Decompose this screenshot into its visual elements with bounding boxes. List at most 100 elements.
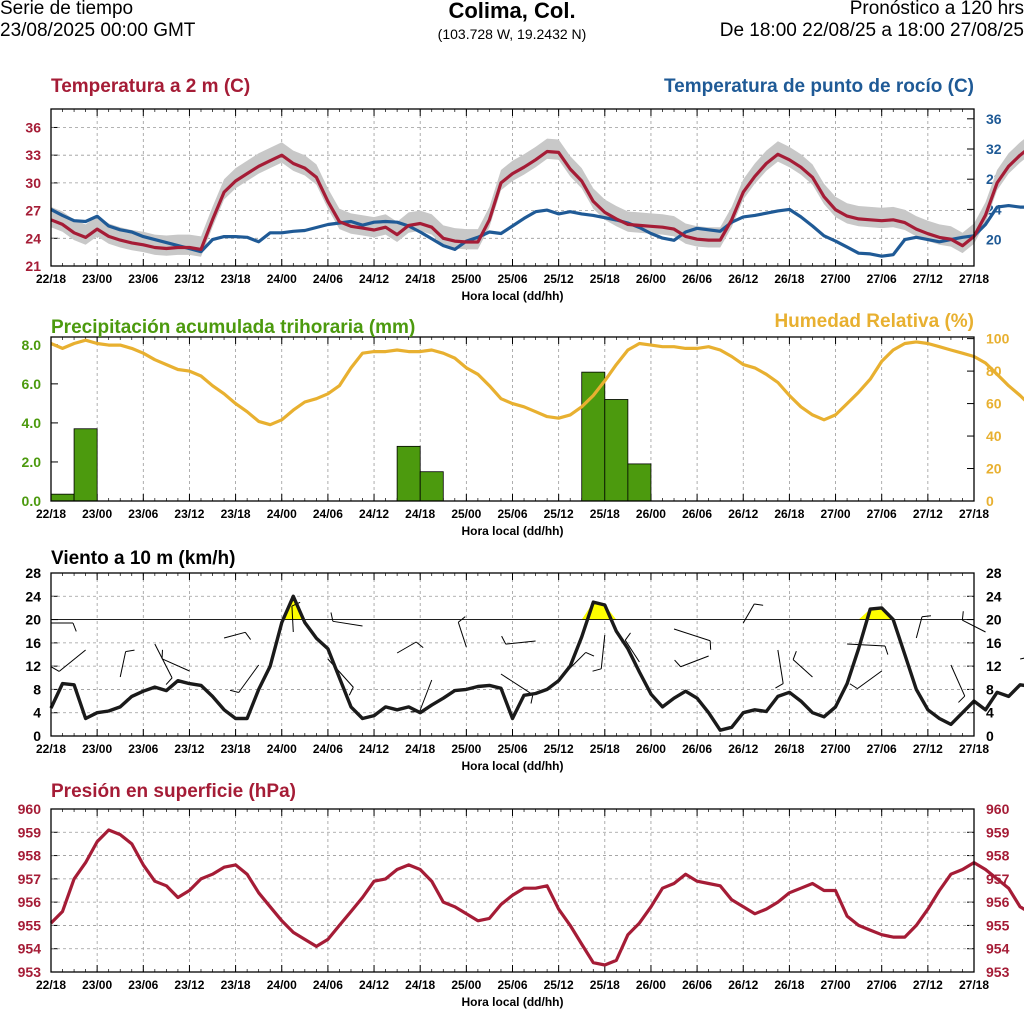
x-tick-label: 25/00 [451, 742, 481, 756]
wind-barb-shaft [238, 664, 260, 693]
x-tick-label: 26/12 [728, 507, 758, 521]
series-label: Serie de tiempo [0, 0, 134, 19]
x-tick-label: 25/18 [590, 272, 620, 286]
wind-barb-shaft [291, 606, 294, 633]
pressure-axis-right-tick-label: 953 [986, 964, 1010, 980]
rh-axis-tick-label: 20 [986, 461, 1002, 477]
x-tick-label: 24/00 [267, 272, 297, 286]
wind-barb-shaft [505, 640, 536, 645]
x-tick-label: 25/00 [451, 507, 481, 521]
x-tick-label: 27/00 [821, 272, 851, 286]
wind-barb-shaft [457, 622, 467, 648]
panel-2-frame [50, 337, 975, 501]
x-axis-label: Hora local (dd/hh) [462, 524, 564, 538]
precip-axis-tick-label: 6.0 [22, 376, 42, 392]
x-tick-label: 24/18 [405, 507, 435, 521]
pressure-axis-right-tick-label: 958 [986, 848, 1010, 864]
x-tick-label: 24/12 [359, 742, 389, 756]
wind-barb-shaft [680, 655, 709, 668]
x-tick-label: 27/18 [959, 507, 989, 521]
temp-axis-tick-label: 27 [25, 203, 41, 219]
dew-axis-tick-label: 20 [986, 232, 1002, 248]
rh-axis-tick-label: 60 [986, 396, 1002, 412]
temp-axis-tick-label: 24 [25, 230, 41, 246]
wind-title: Viento a 10 m (km/h) [51, 548, 235, 569]
wind-barb-shaft [119, 651, 127, 678]
pressure-axis-right-tick-label: 955 [986, 917, 1010, 933]
wind-barb-shaft [58, 649, 86, 672]
wind-axis-tick-label: 0 [33, 728, 41, 744]
pressure-axis-tick-label: 955 [18, 917, 42, 933]
x-tick-label: 26/18 [774, 978, 804, 992]
x-tick-label: 22/18 [36, 507, 66, 521]
x-tick-label: 26/00 [636, 742, 666, 756]
wind-barb-flag [501, 635, 507, 645]
wind-barb-shaft [742, 603, 755, 624]
panel-4-border [50, 808, 975, 973]
wind-axis-right-tick-label: 0 [986, 728, 994, 744]
temperature-uncertainty-band [51, 138, 1024, 257]
x-tick-label: 27/00 [821, 742, 851, 756]
dewpoint-line [50, 204, 1024, 258]
x-tick-label: 23/12 [174, 272, 204, 286]
x-tick-label: 25/18 [590, 742, 620, 756]
x-tick-label: 26/18 [774, 742, 804, 756]
x-tick-label: 27/18 [959, 978, 989, 992]
wind-barb-flag [921, 615, 932, 618]
panel-1-border [50, 108, 975, 267]
wind-barb-flag [754, 603, 764, 606]
x-tick-label: 26/06 [682, 507, 712, 521]
x-axis-label: Hora local (dd/hh) [462, 289, 564, 303]
x-tick-label: 27/12 [913, 978, 943, 992]
wind-barb-flag [229, 689, 239, 693]
temp-axis-tick-label: 33 [25, 147, 41, 163]
wind-barb-flag [958, 695, 966, 703]
x-tick-label: 25/00 [451, 272, 481, 286]
precip-bar [50, 493, 75, 502]
wind-barb-flag [585, 651, 595, 657]
x-tick-label: 23/18 [221, 507, 251, 521]
wind-barb-shaft [154, 643, 173, 679]
wind-barb-shaft [847, 643, 886, 647]
header-right: Pronóstico a 120 hrs De 18:00 22/08/25 a… [720, 0, 1024, 42]
header-left: Serie de tiempo 23/08/2025 00:00 GMT [0, 0, 195, 42]
x-tick-label: 26/00 [636, 978, 666, 992]
x-tick-label: 22/18 [36, 978, 66, 992]
x-tick-label: 23/12 [174, 978, 204, 992]
x-tick-label: 26/06 [682, 978, 712, 992]
temp-axis-tick-label: 36 [25, 119, 41, 135]
pressure-axis-tick-label: 954 [18, 941, 42, 957]
wind-barb-shaft [161, 658, 190, 672]
wind-barb-shaft [396, 641, 417, 654]
precip-bar [396, 445, 421, 502]
x-tick-label: 24/12 [359, 507, 389, 521]
x-tick-label: 27/06 [867, 978, 897, 992]
wind-axis-tick-label: 4 [33, 705, 41, 721]
x-tick-label: 25/12 [544, 742, 574, 756]
wind-barb-flag [244, 632, 252, 640]
wind-barb-shaft [915, 616, 923, 639]
wind-threshold-fill [51, 596, 974, 620]
x-tick-label: 23/12 [174, 507, 204, 521]
x-axis-label: Hora local (dd/hh) [462, 995, 564, 1009]
wind-axis-tick-label: 16 [25, 635, 41, 651]
x-tick-label: 23/00 [82, 272, 112, 286]
x-tick-label: 27/00 [821, 978, 851, 992]
x-tick-label: 23/06 [128, 978, 158, 992]
wind-axis-tick-label: 28 [25, 565, 41, 581]
wind-barb-shaft [223, 631, 246, 639]
x-tick-label: 23/06 [128, 507, 158, 521]
wind-barb-flag [72, 622, 77, 632]
wind-barb-shaft [600, 634, 606, 669]
x-tick-label: 27/12 [913, 507, 943, 521]
x-tick-label: 25/06 [497, 742, 527, 756]
pressure-line [49, 828, 1024, 967]
wind-barb-shaft [332, 620, 363, 627]
x-tick-label: 26/12 [728, 742, 758, 756]
header-center: Colima, Col. (103.728 W, 19.2432 N) [0, 0, 1024, 42]
pressure-axis-right-tick-label: 960 [986, 801, 1010, 817]
x-tick-label: 27/06 [867, 742, 897, 756]
precip-bar [604, 399, 629, 502]
wind-barb-shaft [857, 670, 882, 690]
